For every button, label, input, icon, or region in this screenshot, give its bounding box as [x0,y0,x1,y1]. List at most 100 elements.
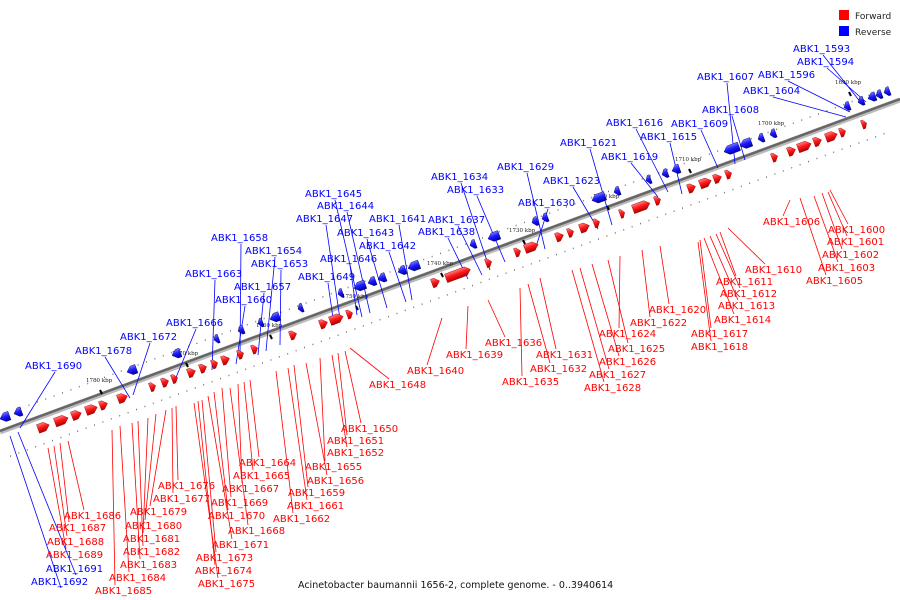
reverse-gene-label: ABK1_1642 [359,241,416,252]
forward-gene-arrow [430,278,440,289]
forward-leader-line [331,354,348,448]
reverse-gene-label: ABK1_1663 [185,269,242,280]
ruler-minor-tick [389,271,391,273]
forward-leader-line [243,381,254,471]
ruler-tick-label: 1760 kbp [256,323,283,329]
gene-labels: ABK1_1593 ABK1_1594 ABK1_1596 ABK1_1604 ABK1… [25,44,885,597]
ruler-minor-tick [87,382,89,385]
forward-gene-arrow [618,209,625,219]
ruler-minor-tick [591,196,593,199]
genome-backbone [0,97,900,433]
forward-gene-arrow [328,313,344,326]
reverse-leader-line [700,129,719,169]
ruler-minor-tick [152,402,154,405]
forward-gene-label: ABK1_1686 [64,511,121,522]
ruler-minor-tick [581,244,583,247]
ruler-minor-tick [698,201,700,203]
forward-gene-arrow [592,218,600,229]
forward-gene-arrow [170,374,178,385]
ruler-minor-tick [154,358,156,360]
ruler-minor-tick [549,212,551,214]
forward-leader-line [131,422,141,560]
forward-gene-label: ABK1_1606 [763,217,820,228]
forward-gene-label: ABK1_1662 [273,514,330,525]
ruler-minor-tick [648,219,650,222]
forward-gene-label: ABK1_1670 [208,511,265,522]
ruler-minor-tick [253,365,255,367]
ruler-minor-tick [589,241,591,243]
reverse-gene-arrow [397,264,408,275]
forward-gene-label: ABK1_1648 [369,380,426,391]
ruler-tick-mark [688,168,692,174]
ruler-tick-label: 1740 kbp [427,261,454,267]
forward-gene-label: ABK1_1651 [327,436,384,447]
forward-gene-label: ABK1_1661 [287,501,344,512]
reverse-gene-arrow [661,168,670,178]
ruler-minor-tick [608,190,609,193]
ruler-minor-tick [566,206,567,208]
ruler-minor-tick [430,300,431,302]
forward-leader-line [213,391,229,511]
ruler-minor-tick [169,396,171,398]
ruler-minor-tick [337,334,339,336]
ruler-minor-tick [136,408,137,411]
forward-gene-arrow [786,146,796,157]
reverse-leader-line [325,224,341,320]
forward-gene-arrow [210,359,218,370]
forward-gene-label: ABK1_1603 [818,263,875,274]
ruler-minor-tick [144,405,146,408]
ruler-minor-tick [45,398,47,400]
reverse-gene-label: ABK1_1692 [31,577,88,588]
reverse-gene-arrow [269,311,282,323]
forward-gene-label: ABK1_1602 [822,250,879,261]
ruler-minor-tick [809,116,811,118]
ruler-tick-label: 1730 kbp [509,228,536,234]
forward-gene-arrow [444,266,471,283]
forward-leader-line [821,192,843,250]
ruler-minor-tick [707,198,709,200]
forward-gene-label: ABK1_1685 [95,586,152,597]
reverse-leader-line [398,224,413,301]
forward-leader-line [221,387,232,498]
ruler-minor-tick [162,354,164,357]
ruler-minor-tick [875,136,877,138]
ruler-minor-tick [658,172,660,174]
reverse-gene-arrow [671,163,682,174]
reverse-gene-label: ABK1_1645 [305,189,362,200]
forward-leader-line [607,259,629,344]
ruler-tick-label: 1710 kbp [675,157,702,163]
forward-gene-label: ABK1_1626 [599,357,656,368]
forward-leader-line [305,362,328,476]
ruler-minor-tick [371,322,373,324]
forward-gene-label: ABK1_1624 [599,329,656,340]
reverse-leader-line [589,148,613,226]
reverse-gene-label: ABK1_1630 [518,198,575,209]
ruler-minor-tick [104,376,105,379]
forward-gene-arrow [98,400,108,411]
reverse-leader-line [366,238,388,309]
ruler-minor-tick [834,106,836,109]
forward-leader-line [201,399,217,553]
forward-gene-arrow [770,152,778,163]
ruler-minor-tick [297,305,299,307]
forward-gene-label: ABK1_1600 [828,225,885,236]
forward-gene-arrow [724,169,732,180]
ruler-minor-tick [792,122,794,124]
ruler-tick-label: 1780 kbp [86,378,113,384]
ruler-minor-tick [708,153,710,155]
ruler-minor-tick [488,278,490,281]
reverse-gene-label: ABK1_1607 [697,72,754,83]
forward-leader-line [142,417,149,534]
reverse-leader-line [772,96,847,118]
ruler-minor-tick [305,302,307,304]
forward-gene-label: ABK1_1683 [120,560,177,571]
ruler-minor-tick [774,173,776,175]
forward-gene-label: ABK1_1671 [212,540,269,551]
forward-gene-label: ABK1_1668 [228,526,285,537]
forward-gene-label: ABK1_1669 [211,498,268,509]
ruler-minor-tick [868,94,870,97]
reverse-gene-arrow [407,259,422,272]
reverse-gene-label: ABK1_1657 [234,282,291,293]
forward-leader-line [229,387,249,526]
ruler-minor-tick [161,399,163,402]
